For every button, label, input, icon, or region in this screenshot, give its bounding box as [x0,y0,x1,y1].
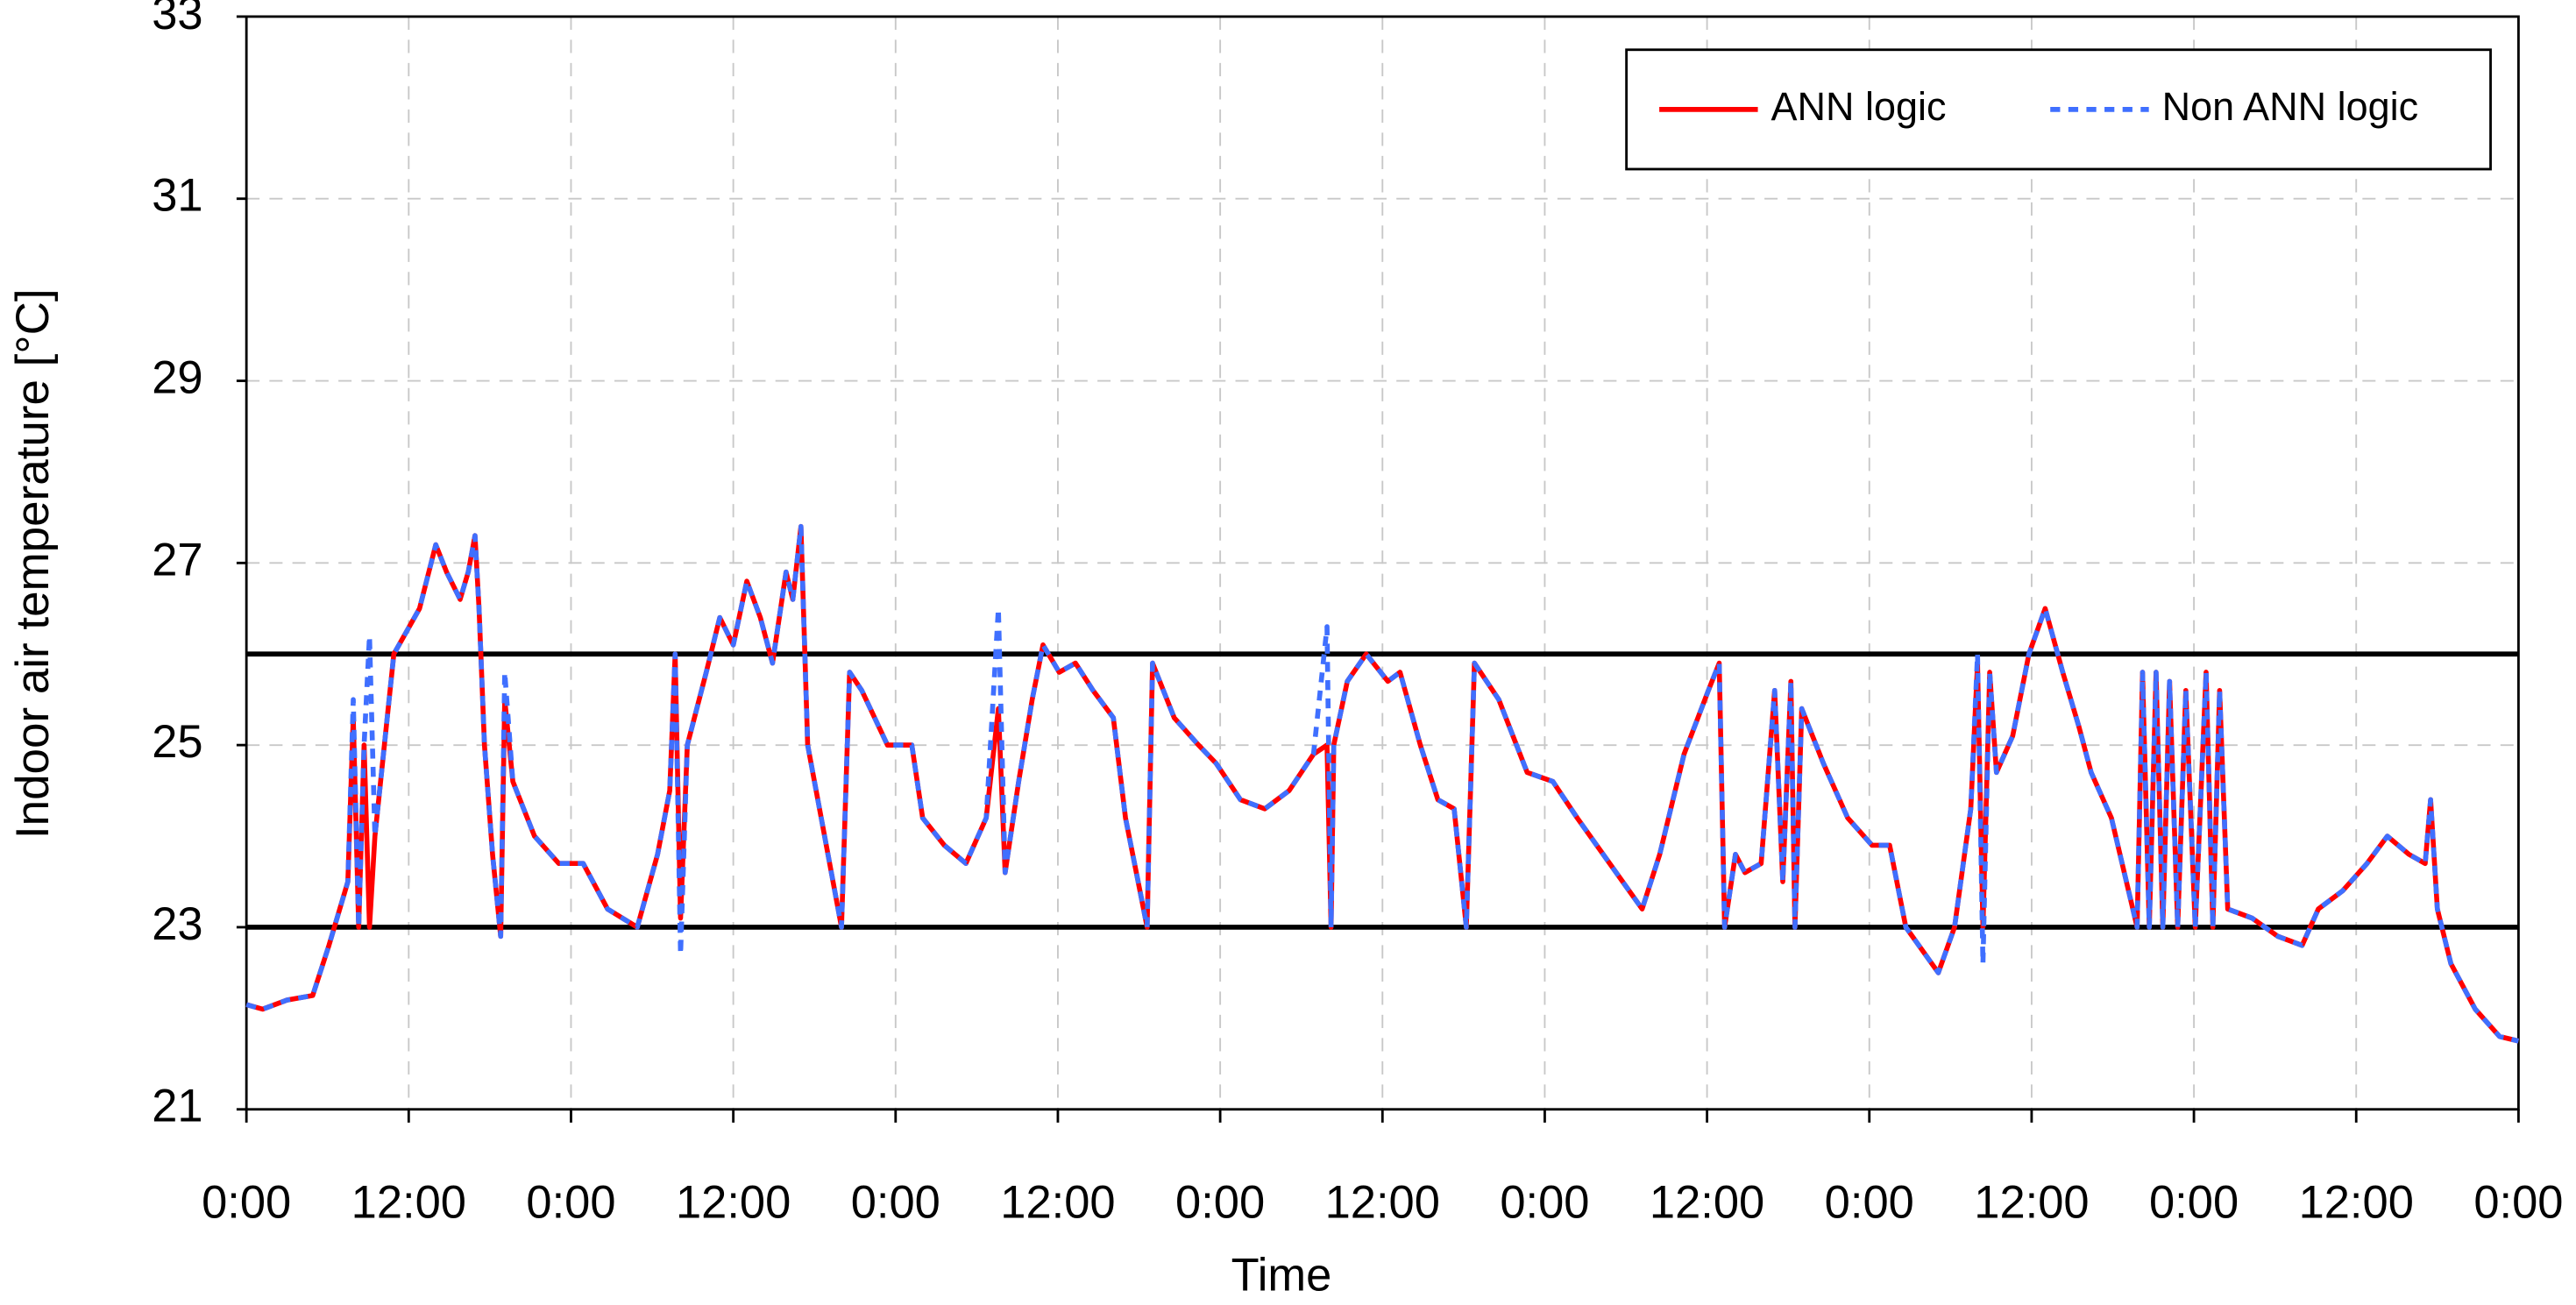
x-tick-label: 0:00 [2149,1176,2239,1228]
x-axis-label: Time [1231,1249,1332,1301]
x-tick-label: 0:00 [526,1176,615,1228]
x-tick-label: 0:00 [1825,1176,1914,1228]
y-tick-label: 23 [152,898,202,950]
x-tick-label: 12:00 [1325,1176,1440,1228]
x-tick-label: 0:00 [202,1176,291,1228]
y-tick-label: 31 [152,169,202,221]
x-tick-label: 0:00 [851,1176,940,1228]
legend-label: ANN logic [1771,84,1947,129]
y-tick-label: 25 [152,716,202,768]
y-tick-label: 29 [152,351,202,403]
x-tick-label: 0:00 [1175,1176,1265,1228]
y-tick-label: 33 [152,0,202,39]
x-tick-label: 0:00 [1500,1176,1589,1228]
y-tick-label: 21 [152,1081,202,1132]
x-tick-label: 12:00 [676,1176,791,1228]
x-tick-label: 12:00 [1650,1176,1764,1228]
y-axis-label: Indoor air temperature [°C] [7,288,59,839]
x-tick-label: 12:00 [1974,1176,2089,1228]
x-tick-label: 0:00 [2473,1176,2563,1228]
legend-label: Non ANN logic [2162,84,2418,129]
x-tick-label: 12:00 [351,1176,466,1228]
plot-frame [245,15,2520,1111]
x-tick-label: 12:00 [2299,1176,2414,1228]
series-line [245,523,2520,1044]
x-tick-label: 12:00 [1000,1176,1115,1228]
y-tick-label: 27 [152,534,202,585]
